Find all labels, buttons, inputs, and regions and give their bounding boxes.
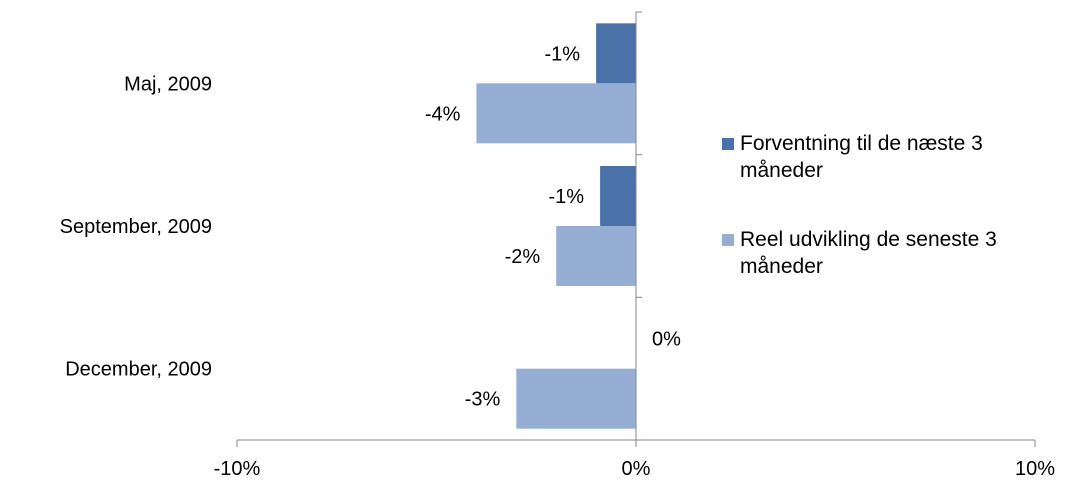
- legend-label-reel: Reel udvikling de seneste 3 måneder: [740, 228, 997, 278]
- legend-swatch-forventning: [722, 138, 734, 150]
- legend-item-reel: Reel udvikling de seneste 3 måneder: [722, 226, 1062, 280]
- bar-forventning-0: [596, 23, 636, 84]
- legend-swatch-reel: [722, 234, 734, 246]
- legend: Forventning til de næste 3 måneder Reel …: [722, 130, 1062, 322]
- data-label-forventning-0: -1%: [545, 43, 581, 65]
- data-label-reel-1: -2%: [505, 246, 541, 268]
- data-label-forventning-2: 0%: [652, 329, 681, 351]
- bar-forventning-1: [600, 166, 636, 226]
- x-tick-label-2: 10%: [1015, 458, 1055, 480]
- category-label-0: Maj, 2009: [124, 73, 212, 95]
- data-label-reel-0: -4%: [425, 103, 461, 125]
- legend-item-forventning: Forventning til de næste 3 måneder: [722, 130, 1062, 184]
- legend-label-forventning: Forventning til de næste 3 måneder: [740, 132, 983, 182]
- category-label-1: September, 2009: [60, 216, 212, 238]
- data-label-reel-2: -3%: [465, 389, 501, 411]
- x-tick-label-0: -10%: [214, 458, 261, 480]
- category-label-2: December, 2009: [65, 359, 212, 381]
- bar-reel-0: [476, 83, 636, 144]
- data-label-forventning-1: -1%: [549, 186, 585, 208]
- bar-reel-1: [556, 226, 636, 286]
- x-tick-label-1: 0%: [622, 458, 651, 480]
- bar-reel-2: [516, 368, 636, 429]
